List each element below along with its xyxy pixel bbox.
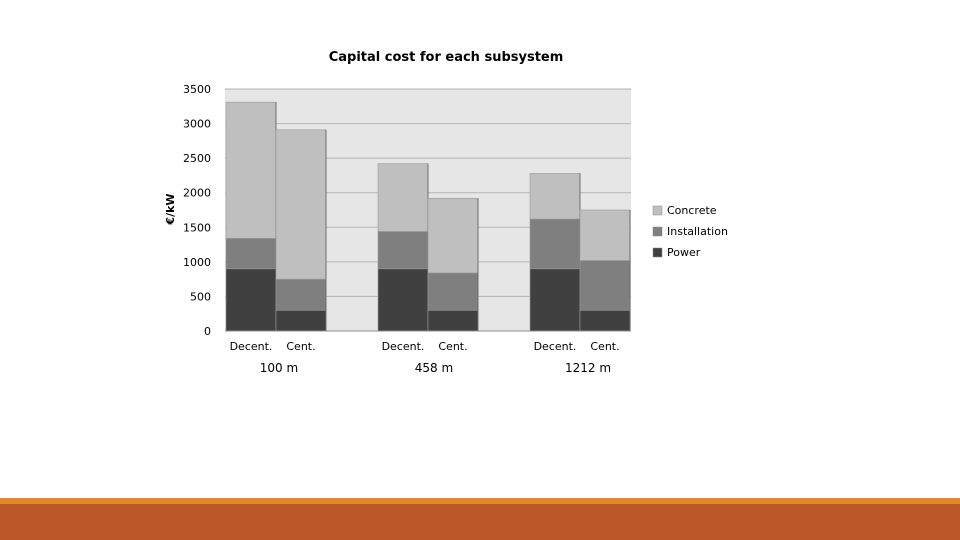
bar-segment-installation	[225, 238, 277, 270]
bar-segment-concrete	[377, 163, 429, 232]
x-category-label: Cent.	[286, 340, 315, 353]
bar-segment-power	[275, 309, 327, 332]
y-tick-label: 2000	[183, 187, 211, 200]
bar-segment-power	[427, 309, 479, 332]
chart-title: Capital cost for each subsystem	[329, 50, 564, 65]
plot-area: 0 500 1000 1500 2000 2500 3000 3500 Decent. Cent.…	[183, 83, 631, 375]
bar-segment-installation	[377, 231, 429, 270]
x-group-label: 458 m	[415, 361, 453, 375]
x-category-label: Cent.	[590, 340, 619, 353]
y-tick-label: 500	[190, 290, 211, 303]
bar-segment-installation	[427, 272, 479, 311]
legend-label-installation: Installation	[667, 225, 728, 238]
x-category-label: Decent.	[230, 340, 273, 353]
footer-band	[0, 504, 960, 540]
bar-segment-concrete	[225, 101, 277, 239]
x-group-label: 100 m	[260, 361, 298, 375]
x-group-label: 1212 m	[565, 361, 611, 375]
bar-segment-power	[225, 268, 277, 332]
bar-segment-installation	[579, 260, 631, 311]
legend-label-concrete: Concrete	[667, 204, 717, 217]
bar-segment-concrete	[529, 173, 581, 220]
legend-swatch-concrete	[652, 205, 663, 216]
bar-segment-concrete	[427, 197, 479, 274]
footer-accent-line	[0, 498, 960, 504]
y-axis-label: €/kW	[164, 193, 177, 225]
x-category-label: Decent.	[382, 340, 425, 353]
y-tick-label: 3000	[183, 118, 211, 131]
y-tick-label: 1500	[183, 221, 211, 234]
x-category-label: Decent.	[534, 340, 577, 353]
bar-segment-installation	[529, 218, 581, 270]
bar-segment-installation	[275, 278, 327, 311]
bar-segment-power	[377, 268, 429, 332]
y-tick-label: 1000	[183, 256, 211, 269]
legend-label-power: Power	[667, 246, 701, 259]
x-category-label: Cent.	[438, 340, 467, 353]
bar-segment-concrete	[275, 129, 327, 280]
legend: Concrete Installation Power	[652, 204, 728, 259]
y-tick-label: 2500	[183, 152, 211, 165]
bar-segment-power	[579, 309, 631, 332]
y-tick-label: 3500	[183, 83, 211, 96]
legend-swatch-power	[652, 247, 663, 258]
bar-segment-concrete	[579, 209, 631, 261]
bar-segment-power	[529, 268, 581, 332]
legend-swatch-installation	[652, 226, 663, 237]
y-tick-label: 0	[204, 325, 211, 338]
